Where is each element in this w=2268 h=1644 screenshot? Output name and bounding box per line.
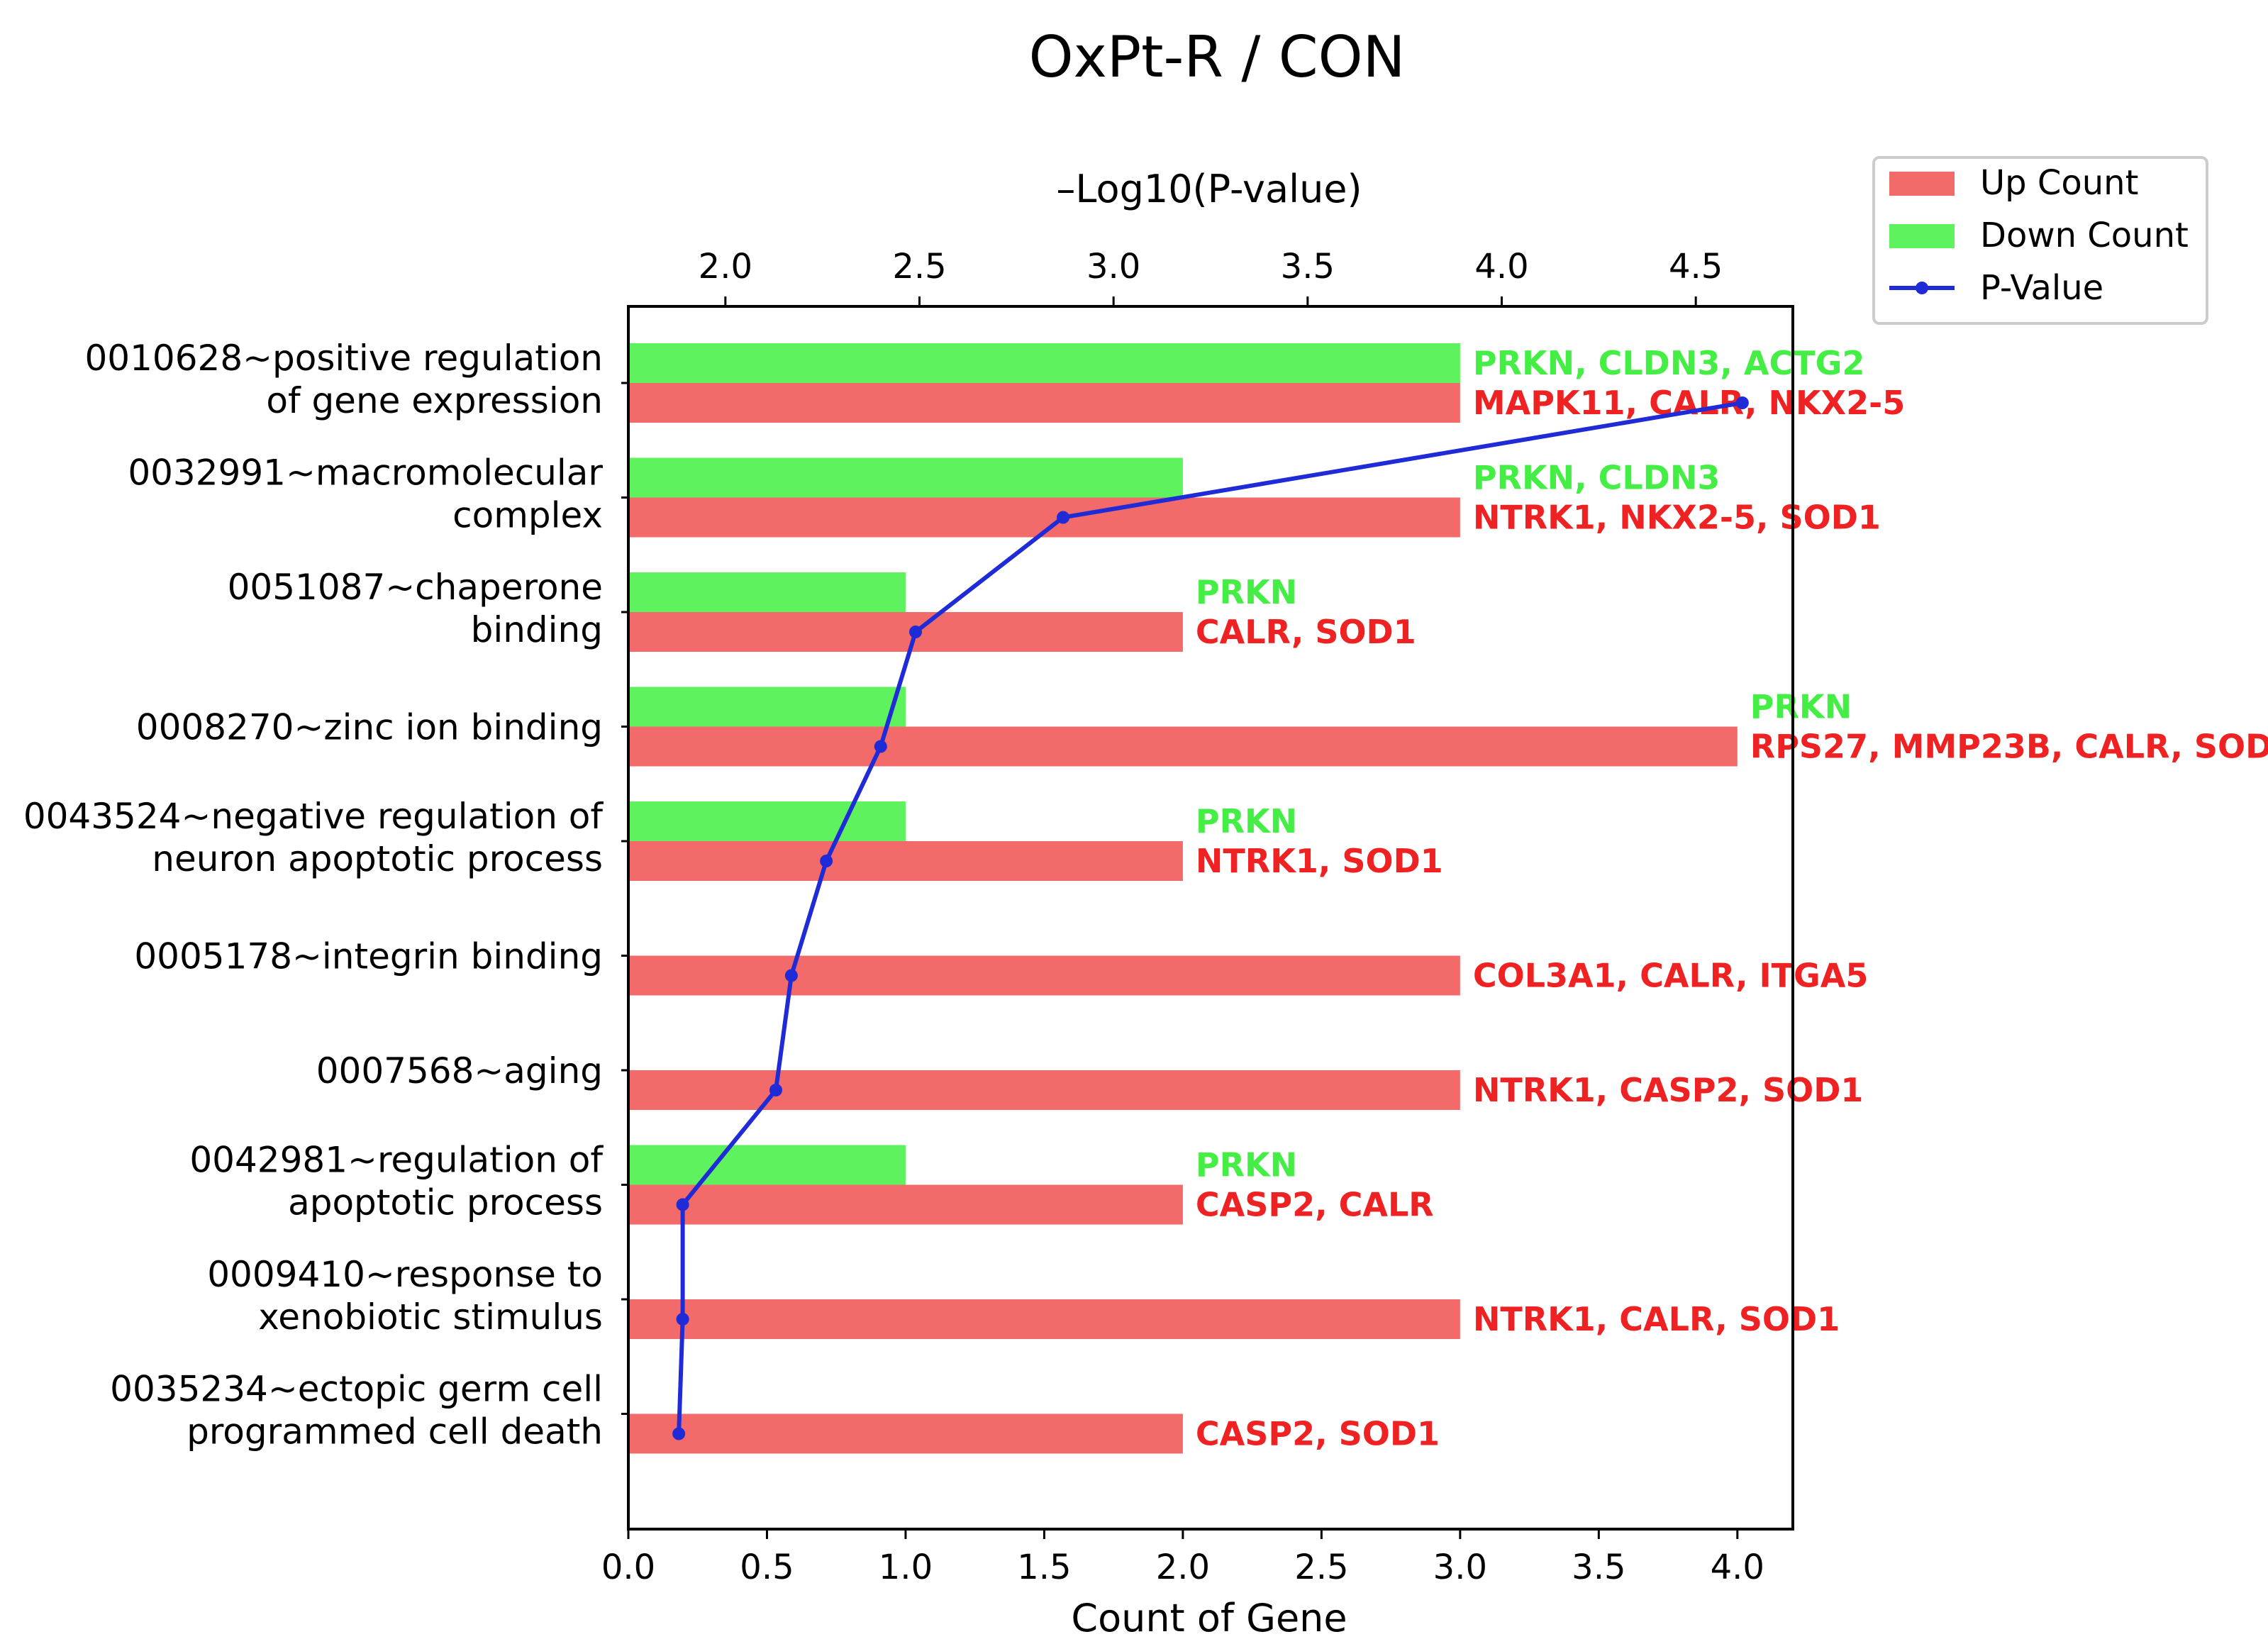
up-gene-label: NTRK1, CASP2, SOD1: [1473, 1071, 1864, 1109]
up-count-bar: [628, 955, 1460, 996]
category-label: 0010628~positive regulation: [84, 338, 603, 379]
up-gene-label: NTRK1, CALR, SOD1: [1473, 1300, 1840, 1338]
x-tick-label: 0.0: [601, 1548, 655, 1587]
down-count-bar: [628, 1145, 906, 1185]
legend-label-up: Up Count: [1980, 163, 2138, 203]
up-gene-label: COL3A1, CALR, ITGA5: [1473, 957, 1869, 995]
up-count-bar: [628, 1413, 1183, 1454]
up-count-bar: [628, 841, 1183, 881]
up-gene-label: CASP2, CALR: [1196, 1186, 1434, 1224]
category-label: neuron apoptotic process: [152, 838, 603, 879]
legend-frame: [1872, 156, 2208, 325]
category-label: programmed cell death: [187, 1411, 603, 1453]
category-label: 0009410~response to: [207, 1254, 603, 1295]
up-gene-label: NTRK1, NKX2-5, SOD1: [1473, 499, 1881, 537]
category-label: 0008270~zinc ion binding: [136, 707, 603, 748]
category-label: xenobiotic stimulus: [258, 1296, 603, 1338]
down-gene-label: PRKN: [1196, 1146, 1297, 1184]
legend-label-pvalue: P-Value: [1980, 268, 2103, 308]
category-label: 0042981~regulation of: [189, 1140, 604, 1181]
x-tick-label: 3.0: [1433, 1548, 1487, 1587]
up-gene-label: RPS27, MMP23B, CALR, SOD1: [1750, 728, 2268, 766]
legend-swatch-up: [1889, 172, 1955, 196]
x2-tick-label: 3.5: [1281, 247, 1335, 287]
down-gene-label: PRKN: [1750, 688, 1852, 726]
pvalue-marker: [672, 1427, 686, 1440]
category-label: 0043524~negative regulation of: [23, 796, 604, 837]
pvalue-marker: [1735, 396, 1749, 409]
up-count-bar: [628, 1070, 1460, 1110]
x-tick-label: 0.5: [740, 1548, 794, 1587]
category-label: 0007568~aging: [316, 1050, 603, 1092]
category-label: 0035234~ectopic germ cell: [110, 1369, 603, 1410]
legend-label-down: Down Count: [1980, 216, 2189, 255]
pvalue-marker: [1057, 511, 1070, 524]
category-label: 0005178~integrin binding: [134, 936, 603, 977]
x2-tick-label: 4.5: [1669, 247, 1723, 287]
x-tick-label: 2.0: [1156, 1548, 1210, 1587]
x2-tick-label: 2.0: [699, 247, 752, 287]
pvalue-marker: [874, 740, 887, 753]
pvalue-marker: [769, 1084, 782, 1096]
legend-swatch-down: [1889, 224, 1955, 248]
down-count-bar: [628, 572, 906, 612]
x-tick-label: 4.0: [1711, 1548, 1764, 1587]
category-label: complex: [452, 495, 603, 536]
pvalue-marker: [909, 626, 923, 638]
up-count-bar: [628, 1299, 1460, 1339]
chart-title: OxPt-R / CON: [1029, 24, 1406, 90]
pvalue-line: [677, 401, 1743, 1434]
x-tick-label: 3.5: [1572, 1548, 1625, 1587]
plot-frame: [627, 305, 1794, 1531]
up-gene-label: NTRK1, SOD1: [1196, 842, 1443, 880]
top-axis-label: –Log10(P-value): [1056, 167, 1362, 211]
bottom-axis-label: Count of Gene: [1071, 1596, 1347, 1640]
down-gene-label: PRKN: [1196, 802, 1297, 840]
x-tick-label: 1.0: [879, 1548, 933, 1587]
x-tick-label: 2.5: [1294, 1548, 1348, 1587]
pvalue-marker: [784, 969, 798, 982]
x2-tick-label: 4.0: [1474, 247, 1528, 287]
up-gene-label: MAPK11, CALR, NKX2-5: [1473, 384, 1905, 422]
category-label: 0051087~chaperone: [228, 567, 603, 608]
pvalue-marker: [676, 1313, 689, 1326]
down-count-bar: [628, 687, 906, 727]
x2-tick-label: 2.5: [892, 247, 946, 287]
down-count-bar: [628, 457, 1183, 498]
legend-marker-pvalue: [1916, 282, 1928, 294]
up-gene-label: CASP2, SOD1: [1196, 1415, 1440, 1453]
category-label: 0032991~macromolecular: [128, 452, 603, 494]
up-gene-label: CALR, SOD1: [1196, 613, 1416, 651]
up-count-bar: [628, 726, 1738, 767]
x-tick-label: 1.5: [1017, 1548, 1071, 1587]
up-count-bar: [628, 612, 1183, 652]
category-label: apoptotic process: [288, 1182, 603, 1223]
x2-tick-label: 3.0: [1086, 247, 1140, 287]
category-label: of gene expression: [266, 380, 603, 421]
pvalue-marker: [676, 1198, 689, 1211]
down-count-bar: [628, 801, 906, 841]
down-gene-label: PRKN, CLDN3: [1473, 459, 1721, 497]
legend: Up Count Down Count P-Value: [1872, 156, 2208, 325]
up-count-bar: [628, 383, 1460, 423]
down-gene-label: PRKN: [1196, 573, 1297, 611]
up-count-bar: [628, 1184, 1183, 1225]
down-gene-label: PRKN, CLDN3, ACTG2: [1473, 344, 1865, 382]
down-count-bar: [628, 343, 1460, 383]
category-label: binding: [471, 609, 603, 650]
pvalue-marker: [820, 855, 833, 867]
